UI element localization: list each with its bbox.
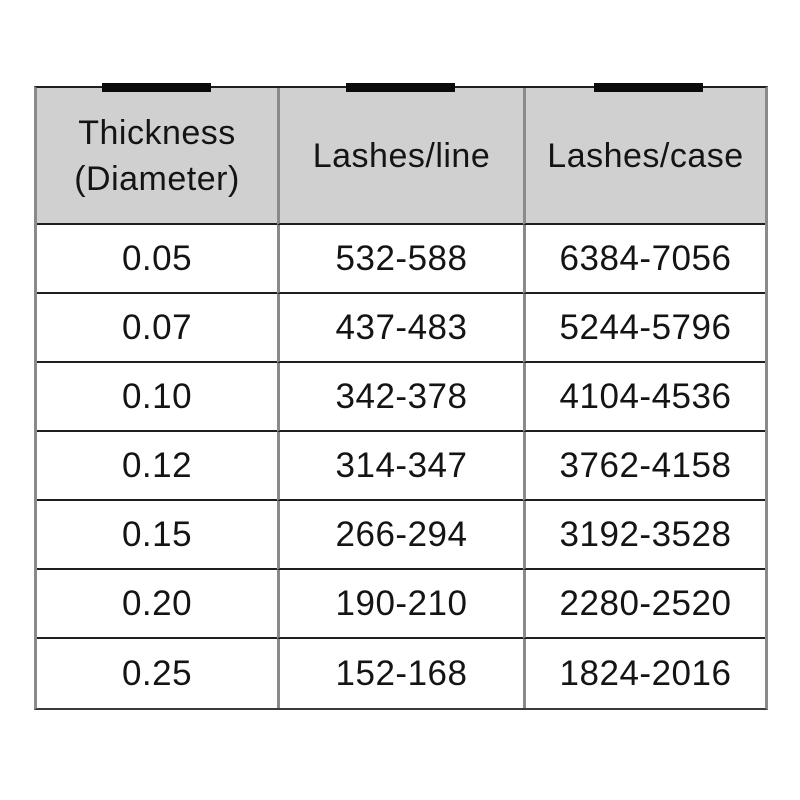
cell-thickness: 0.15 (37, 501, 277, 570)
cell-lashes-case: 3192-3528 (523, 501, 765, 570)
header-lashes-per-line: Lashes/line (277, 88, 523, 225)
cell-lashes-line: 437-483 (277, 294, 523, 363)
lash-spec-table: Thickness (Diameter) Lashes/line Lashes/… (34, 83, 768, 710)
cell-lashes-line: 532-588 (277, 225, 523, 294)
cell-thickness: 0.20 (37, 570, 277, 639)
cell-lashes-case: 2280-2520 (523, 570, 765, 639)
cell-lashes-case: 5244-5796 (523, 294, 765, 363)
header-thickness-diameter: Thickness (Diameter) (37, 88, 277, 225)
cell-thickness: 0.07 (37, 294, 277, 363)
cell-lashes-case: 3762-4158 (523, 432, 765, 501)
cell-lashes-case: 1824-2016 (523, 639, 765, 708)
cell-lashes-line: 190-210 (277, 570, 523, 639)
cell-lashes-line: 342-378 (277, 363, 523, 432)
tape-mark-icon (102, 83, 211, 92)
tape-mark-icon (594, 83, 703, 92)
cell-lashes-case: 6384-7056 (523, 225, 765, 294)
cell-thickness: 0.05 (37, 225, 277, 294)
tape-mark-icon (346, 83, 455, 92)
cell-lashes-line: 152-168 (277, 639, 523, 708)
cell-thickness: 0.10 (37, 363, 277, 432)
cell-lashes-line: 266-294 (277, 501, 523, 570)
cell-thickness: 0.25 (121, 653, 193, 693)
cell-lashes-case: 4104-4536 (523, 363, 765, 432)
cell-thickness: 0.12 (37, 432, 277, 501)
header-lashes-per-case: Lashes/case (523, 88, 765, 225)
cell-lashes-line: 314-347 (277, 432, 523, 501)
